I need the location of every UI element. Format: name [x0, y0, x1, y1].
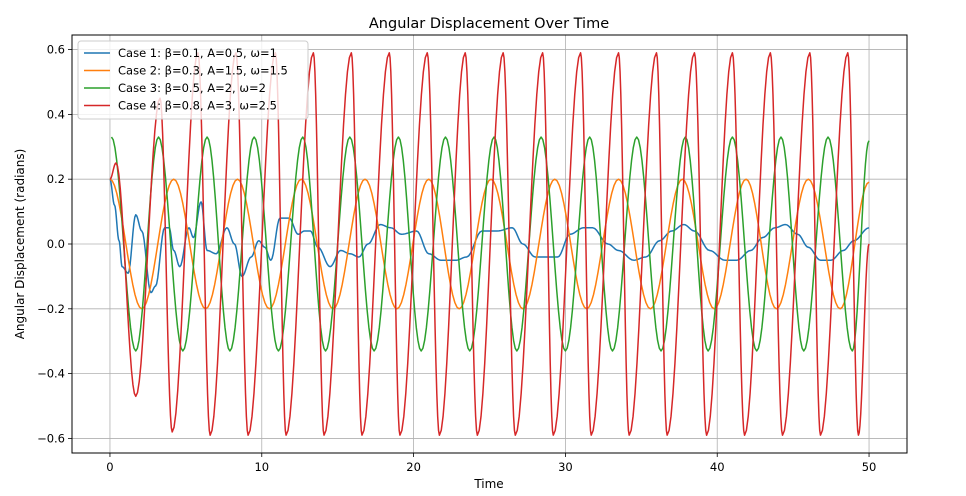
y-axis-label: Angular Displacement (radians) [13, 149, 27, 340]
y-tick-label: 0.0 [47, 237, 65, 251]
ticks: 0 10 20 30 40 50 −0.6 −0.4 −0.2 0.0 0.2 0.4 0.6 [37, 43, 876, 474]
chart-title: Angular Displacement Over Time [369, 16, 609, 32]
series-line-case-2 [109, 178, 870, 310]
legend-label: Case 3: β=0.5, A=2, ω=2 [118, 81, 266, 95]
y-tick-label: −0.6 [37, 431, 65, 445]
legend-label: Case 1: β=0.1, A=0.5, ω=1 [118, 46, 277, 60]
legend-label: Case 2: β=0.3, A=1.5, ω=1.5 [118, 64, 288, 78]
x-tick-label: 40 [710, 460, 725, 474]
x-tick-label: 20 [406, 460, 421, 474]
series-line-case-3 [110, 136, 870, 352]
x-tick-label: 0 [106, 460, 113, 474]
legend: Case 1: β=0.1, A=0.5, ω=1 Case 2: β=0.3, … [77, 40, 309, 120]
x-axis-label: Time [473, 477, 503, 491]
y-tick-label: −0.4 [37, 367, 65, 381]
x-tick-label: 10 [254, 460, 269, 474]
y-tick-label: 0.6 [47, 43, 65, 57]
y-tick-label: −0.2 [37, 302, 65, 316]
legend-label: Case 4: β=0.8, A=3, ω=2.5 [118, 99, 277, 113]
y-tick-label: 0.2 [47, 172, 65, 186]
x-tick-label: 50 [862, 460, 877, 474]
y-tick-label: 0.4 [47, 107, 65, 121]
x-tick-label: 30 [558, 460, 573, 474]
legend-box [77, 40, 309, 120]
